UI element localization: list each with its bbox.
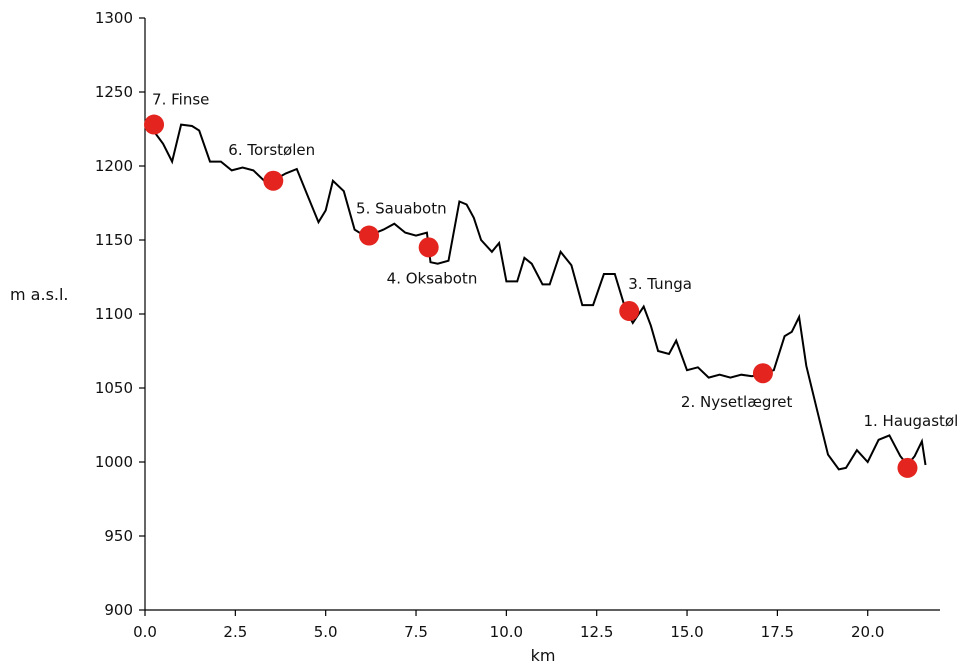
x-tick-label: 17.5 (761, 623, 794, 641)
stop-marker (897, 457, 918, 478)
y-tick-label: 1300 (95, 9, 133, 27)
y-tick-label: 900 (104, 601, 133, 619)
stop-label: 3. Tunga (628, 275, 692, 293)
y-tick-label: 1000 (95, 453, 133, 471)
stop-marker (619, 301, 640, 322)
stop-label: 7. Finse (152, 91, 209, 109)
y-tick-label: 1150 (95, 231, 133, 249)
y-tick-label: 1050 (95, 379, 133, 397)
x-axis-title: km (531, 646, 556, 664)
y-axis: 900 950 1000 1050 1100 1150 1200 1250 1300 (95, 9, 146, 619)
y-axis-title: m a.s.l. (10, 285, 69, 304)
stop-marker (144, 114, 165, 135)
stop-markers: 7. Finse 6. Torstølen 5. Sauabotn 4. Oksabo… (144, 91, 958, 478)
stop-marker (752, 363, 773, 384)
stop-label: 4. Oksabotn (387, 269, 478, 287)
y-tick-label: 1200 (95, 157, 133, 175)
stop-label: 5. Sauabotn (356, 200, 447, 218)
x-tick-label: 2.5 (223, 623, 247, 641)
stop-marker (263, 170, 284, 191)
x-tick-label: 20.0 (851, 623, 884, 641)
stop-marker (418, 237, 439, 258)
y-tick-label: 1250 (95, 83, 133, 101)
elevation-line (151, 123, 927, 471)
x-tick-label: 15.0 (670, 623, 703, 641)
x-axis: 0.0 2.5 5.0 7.5 10.0 12.5 15.0 17.5 20.0 (133, 609, 940, 641)
y-tick-label: 1100 (95, 305, 133, 323)
stop-marker (359, 225, 380, 246)
x-tick-label: 12.5 (580, 623, 613, 641)
x-tick-label: 5.0 (314, 623, 338, 641)
stop-label: 2. Nysetlægret (681, 393, 793, 411)
x-tick-label: 10.0 (490, 623, 523, 641)
x-tick-label: 7.5 (404, 623, 428, 641)
stop-label: 1. Haugastøl (863, 412, 958, 430)
stop-label: 6. Torstølen (228, 141, 315, 159)
x-tick-label: 0.0 (133, 623, 157, 641)
y-tick-label: 950 (104, 527, 133, 545)
